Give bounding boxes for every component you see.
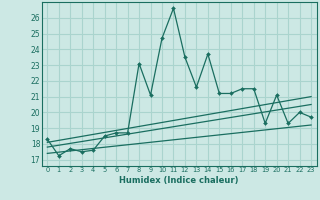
X-axis label: Humidex (Indice chaleur): Humidex (Indice chaleur)	[119, 176, 239, 185]
